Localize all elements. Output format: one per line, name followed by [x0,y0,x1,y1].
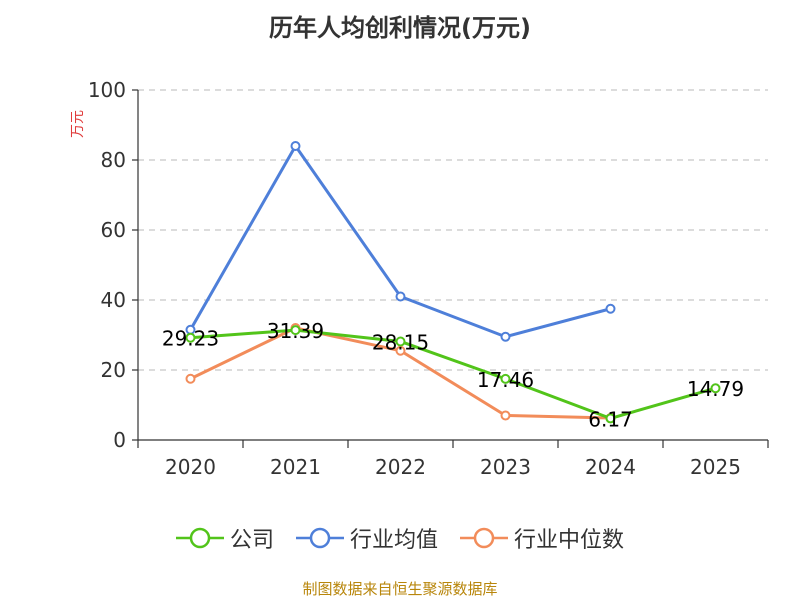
series-industry-avg [185,141,616,342]
x-tick-label: 2021 [270,455,321,479]
data-point-industry-median [395,345,406,356]
data-label-company: 29.23 [162,327,219,351]
data-point-industry-avg [500,331,511,342]
data-point-industry-median [185,373,196,384]
y-tick-label: 100 [88,78,126,102]
series-line-company [190,328,716,420]
data-point-company [290,325,301,336]
grid-lines [138,89,768,371]
series-lines [185,141,721,424]
data-label-company: 14.79 [687,377,744,401]
legend-swatch-industry-avg-icon [295,527,344,549]
legend-swatch-industry-median-icon [460,527,508,549]
data-point-industry-avg [395,291,406,302]
legend-label-company: 公司 [229,528,274,553]
x-tick-label: 2024 [585,455,636,479]
legend-item-company[interactable]: 公司 [175,522,274,554]
series-company [185,325,721,424]
data-point-company [710,383,721,394]
data-point-company [500,373,511,384]
data-label-company: 6.17 [588,407,633,431]
x-tick-label: 2023 [480,455,531,479]
data-labels: 29.23 31.39 28.15 17.46 6.17 14.79 [162,319,744,431]
data-point-industry-avg [605,303,616,314]
chart-title: 历年人均创利情况(万元) [269,14,531,42]
legend-item-industry-median[interactable]: 行业中位数 [460,522,624,554]
x-tick-label: 2025 [690,455,741,479]
legend-label-industry-median: 行业中位数 [514,528,625,553]
source-note: 制图数据来自恒生聚源数据库 [302,580,498,598]
x-tick-label: 2022 [375,455,426,479]
series-line-industry-avg [189,144,611,339]
data-point-industry-median [500,410,511,421]
y-axis-unit-label: 万元 [70,110,86,138]
y-tick-label: 80 [101,148,126,172]
legend: 公司 行业均值 行业中位数 [0,520,800,556]
y-tick-label: 0 [113,428,126,452]
y-tick-label: 60 [101,218,126,242]
y-tick-label: 20 [101,358,126,382]
legend-item-industry-avg[interactable]: 行业均值 [295,522,438,554]
legend-label-industry-avg: 行业均值 [349,528,438,553]
legend-swatch-company-icon [175,527,224,549]
y-tick-label: 40 [101,288,126,312]
data-point-company [185,332,196,343]
data-label-company: 31.39 [267,319,324,343]
data-point-industry-avg [290,141,301,151]
data-point-company [605,413,616,424]
data-label-company: 28.15 [372,330,429,354]
x-tick-label: 2020 [165,455,216,479]
data-point-company [395,336,406,347]
data-label-company: 17.46 [477,368,534,392]
